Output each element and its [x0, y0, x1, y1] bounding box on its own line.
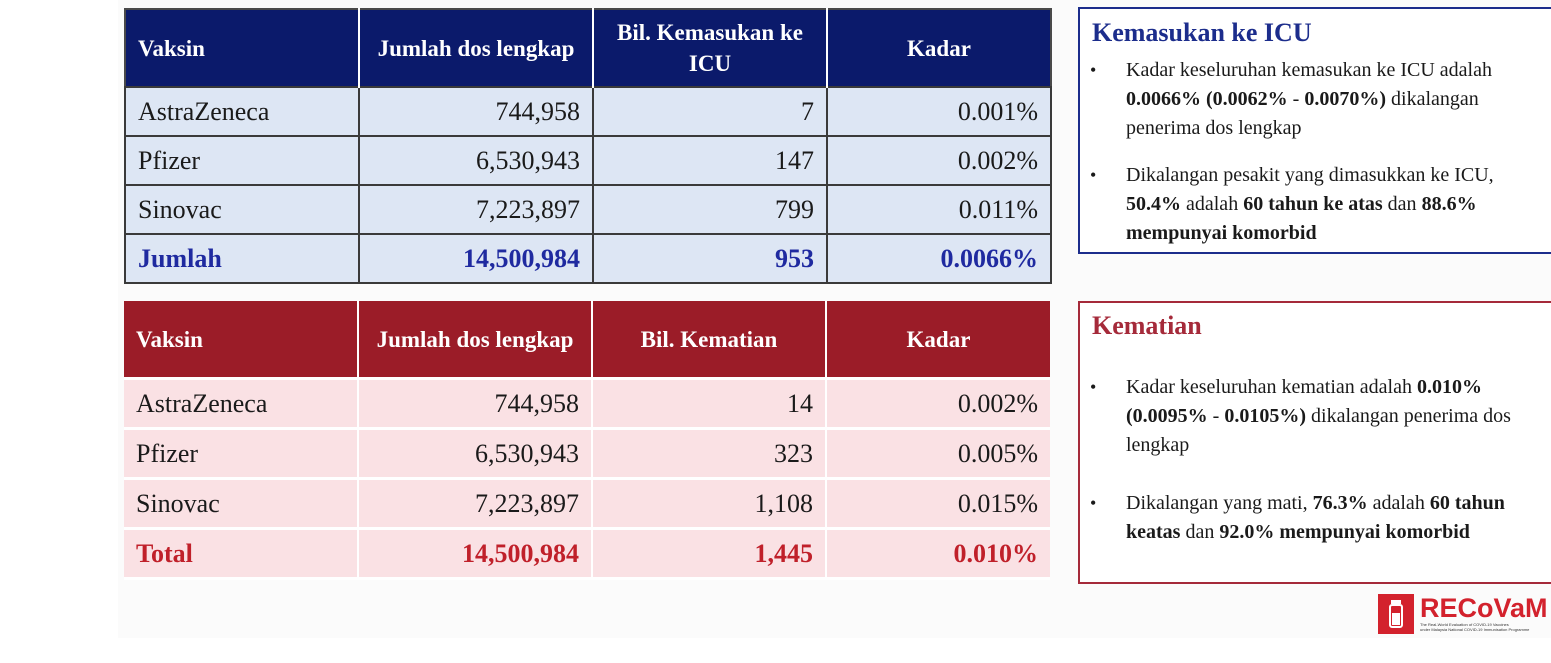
icu-box-title: Kemasukan ke ICU	[1092, 18, 1312, 47]
header-kadar: Kadar	[826, 301, 1050, 380]
cell-total-doses: 14,500,984	[358, 233, 594, 284]
header-jumlah-dos: Jumlah dos lengkap	[358, 301, 593, 380]
cell-count: 7	[592, 86, 828, 137]
death-table: Vaksin Jumlah dos lengkap Bil. Kematian …	[124, 301, 1050, 580]
bullet-icon: •	[1090, 377, 1097, 397]
bullet-icon: •	[1090, 60, 1097, 80]
cell-count: 14	[592, 378, 827, 430]
cell-rate: 0.002%	[826, 135, 1052, 186]
cell-vaccine: Pfizer	[124, 135, 360, 186]
table-row: Pfizer 6,530,943 323 0.005%	[124, 428, 1050, 480]
bullet-text: Kadar keseluruhan kematian adalah 0.010%…	[1126, 376, 1511, 456]
cell-rate: 0.001%	[826, 86, 1052, 137]
cell-vaccine: Sinovac	[124, 184, 360, 235]
icu-admission-table: Vaksin Jumlah dos lengkap Bil. Kemasukan…	[124, 8, 1052, 284]
cell-count: 1,108	[592, 478, 827, 530]
table-row: AstraZeneca 744,958 14 0.002%	[124, 378, 1050, 430]
cell-doses: 7,223,897	[358, 478, 593, 530]
cell-total-count: 953	[592, 233, 828, 284]
cell-rate: 0.002%	[826, 378, 1050, 430]
table-total-row: Total 14,500,984 1,445 0.010%	[124, 528, 1050, 580]
logo-text: RECoVaM The Real-World Evaluation of COV…	[1420, 594, 1548, 632]
cell-rate: 0.005%	[826, 428, 1050, 480]
icu-bullet-overall-rate: • Kadar keseluruhan kemasukan ke ICU ada…	[1090, 56, 1540, 143]
death-bullet-overall-rate: • Kadar keseluruhan kematian adalah 0.01…	[1090, 373, 1540, 460]
death-box-title: Kematian	[1092, 311, 1202, 340]
cell-doses: 7,223,897	[358, 184, 594, 235]
cell-total-label: Jumlah	[124, 233, 360, 284]
cell-count: 147	[592, 135, 828, 186]
icu-bullet-demographics: • Dikalangan pesakit yang dimasukkan ke …	[1090, 161, 1540, 248]
cell-total-label: Total	[124, 528, 359, 580]
cell-total-count: 1,445	[592, 528, 827, 580]
cell-rate: 0.015%	[826, 478, 1050, 530]
bullet-text: Dikalangan yang mati, 76.3% adalah 60 ta…	[1126, 492, 1505, 543]
table-header-row: Vaksin Jumlah dos lengkap Bil. Kematian …	[124, 301, 1050, 380]
cell-total-rate: 0.010%	[826, 528, 1050, 580]
cell-rate: 0.011%	[826, 184, 1052, 235]
cell-vaccine: Sinovac	[124, 478, 359, 530]
death-summary-box: Kematian • Kadar keseluruhan kematian ad…	[1078, 301, 1551, 584]
header-vaksin: Vaksin	[124, 301, 359, 380]
vaccine-vial-icon	[1378, 594, 1414, 634]
bullet-text: Dikalangan pesakit yang dimasukkan ke IC…	[1126, 164, 1494, 244]
cell-vaccine: AstraZeneca	[124, 378, 359, 430]
table-total-row: Jumlah 14,500,984 953 0.0066%	[124, 233, 1052, 284]
table-row: AstraZeneca 744,958 7 0.001%	[124, 86, 1052, 137]
cell-total-doses: 14,500,984	[358, 528, 593, 580]
recovam-logo: RECoVaM The Real-World Evaluation of COV…	[1378, 594, 1551, 636]
table-header-row: Vaksin Jumlah dos lengkap Bil. Kemasukan…	[125, 9, 1051, 87]
table-row: Pfizer 6,530,943 147 0.002%	[124, 135, 1052, 186]
header-jumlah-dos: Jumlah dos lengkap	[359, 9, 594, 87]
cell-doses: 6,530,943	[358, 428, 593, 480]
bullet-icon: •	[1090, 165, 1097, 185]
header-vaksin: Vaksin	[125, 9, 360, 87]
cell-doses: 744,958	[358, 86, 594, 137]
death-bullet-demographics: • Dikalangan yang mati, 76.3% adalah 60 …	[1090, 489, 1540, 547]
bullet-text: Kadar keseluruhan kemasukan ke ICU adala…	[1126, 59, 1492, 139]
table-row: Sinovac 7,223,897 1,108 0.015%	[124, 478, 1050, 530]
icu-summary-box: Kemasukan ke ICU • Kadar keseluruhan kem…	[1078, 7, 1551, 254]
cell-doses: 744,958	[358, 378, 593, 430]
header-bil-icu: Bil. Kemasukan ke ICU	[593, 9, 828, 87]
cell-vaccine: AstraZeneca	[124, 86, 360, 137]
header-kadar: Kadar	[827, 9, 1051, 87]
cell-doses: 6,530,943	[358, 135, 594, 186]
logo-tagline-2: under Malaysia National COVID-19 Immunis…	[1420, 627, 1530, 632]
logo-name: RECoVaM	[1420, 593, 1548, 623]
logo-tagline-1: The Real-World Evaluation of COVID-19 Va…	[1420, 622, 1509, 627]
header-bil-kematian: Bil. Kematian	[592, 301, 827, 380]
bullet-icon: •	[1090, 493, 1097, 513]
cell-count: 323	[592, 428, 827, 480]
table-row: Sinovac 7,223,897 799 0.011%	[124, 184, 1052, 235]
cell-total-rate: 0.0066%	[826, 233, 1052, 284]
bottom-margin	[0, 638, 1551, 663]
cell-count: 799	[592, 184, 828, 235]
cell-vaccine: Pfizer	[124, 428, 359, 480]
